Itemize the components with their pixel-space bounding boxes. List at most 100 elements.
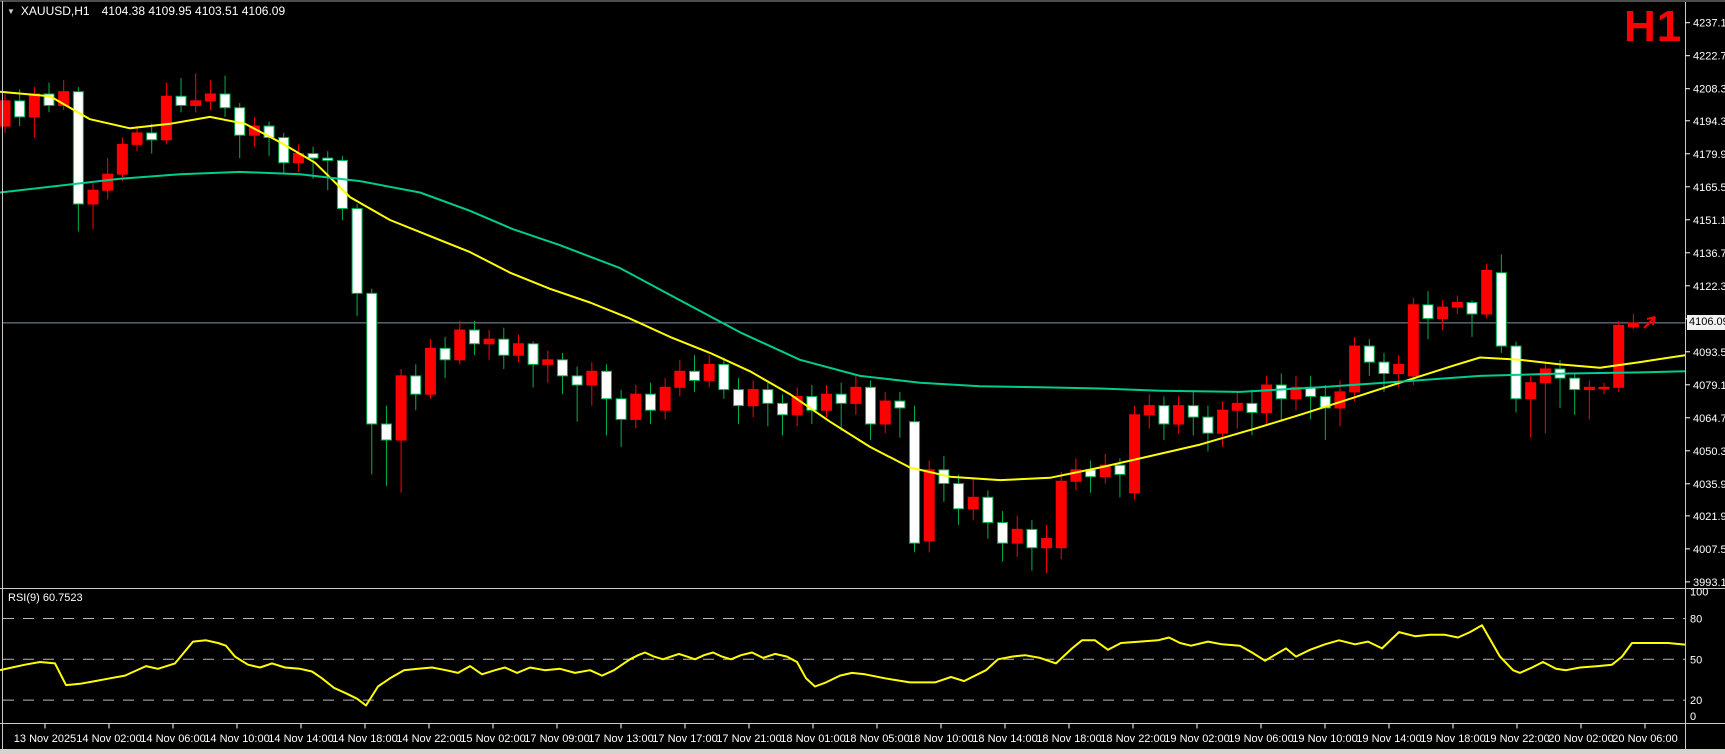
candle-body-down: [1495, 272, 1507, 347]
candle-body-up: [586, 370, 598, 386]
candle-body-down: [322, 157, 334, 161]
candle-body-up: [923, 469, 935, 542]
rsi-scale-label: 80: [1690, 614, 1702, 626]
candle-body-up: [28, 93, 40, 118]
candle-body-down: [307, 153, 319, 159]
candle-body-up: [630, 393, 642, 420]
candle-body-down: [1422, 304, 1434, 320]
price-axis-label: 4122.30: [1693, 281, 1725, 293]
price-axis-label: 4179.90: [1693, 149, 1725, 161]
time-axis-label: 19 Nov 22:00: [1484, 733, 1549, 745]
candle-body-down: [718, 363, 730, 391]
time-axis-label: 20 Nov 06:00: [1612, 733, 1677, 745]
candle-body-up: [58, 91, 70, 106]
candle-body-down: [468, 329, 480, 345]
buy-arrow-icon: [1643, 316, 1656, 329]
candle-body-down: [1319, 395, 1331, 409]
candle-body-up: [1627, 322, 1639, 328]
candle-body-up: [116, 143, 128, 175]
candle-body-down: [439, 347, 451, 361]
candle-body-down: [410, 375, 422, 395]
rsi-line: [0, 624, 1686, 707]
candle-body-down: [1378, 361, 1390, 375]
price-axis-label: 4222.70: [1693, 51, 1725, 63]
symbol-timeframe-label: XAUUSD,H1: [20, 4, 90, 18]
candle-body-up: [0, 100, 11, 127]
candle-body-up: [512, 343, 524, 356]
candle-body-down: [366, 292, 378, 425]
candle-body-down: [380, 423, 392, 441]
candle-body-down: [865, 386, 877, 425]
candle-body-up: [1598, 386, 1610, 390]
rsi-scale-label: 0: [1690, 711, 1696, 723]
candle-body-down: [263, 125, 275, 139]
time-axis-label: 19 Nov 14:00: [1356, 733, 1421, 745]
time-axis-label: 14 Nov 18:00: [332, 733, 397, 745]
time-axis-label: 20 Nov 02:00: [1548, 733, 1613, 745]
ma-fast-line: [0, 90, 1686, 482]
candle-body-up: [1407, 304, 1419, 377]
candle-body-down: [146, 132, 158, 141]
chevron-down-icon[interactable]: ▼: [7, 6, 15, 16]
candle-body-up: [395, 375, 407, 441]
chart-title-bar[interactable]: ▼ XAUUSD,H1 4104.38 4109.95 4103.51 4106…: [7, 4, 285, 18]
candle-body-down: [1202, 416, 1214, 434]
time-axis-label: 18 Nov 22:00: [1100, 733, 1165, 745]
time-axis-label: 19 Nov 06:00: [1228, 733, 1293, 745]
time-axis-label: 15 Nov 02:00: [460, 733, 525, 745]
price-axis-label: 4050.30: [1693, 446, 1725, 458]
candle-body-up: [1217, 409, 1229, 434]
candle-body-down: [688, 370, 700, 381]
candle-body-up: [1451, 302, 1463, 308]
candle-body-up: [850, 386, 862, 404]
candle-body-down: [556, 359, 568, 377]
candle-body-down: [527, 343, 539, 365]
candle-body-down: [953, 483, 965, 510]
candle-body-up: [190, 100, 202, 106]
rsi-indicator-label: RSI(9) 60.7523: [8, 592, 83, 604]
price-axis-label: 3993.10: [1693, 577, 1725, 589]
candle-body-down: [72, 91, 84, 205]
candle-body-down: [175, 95, 187, 106]
candle-body-up: [1437, 306, 1449, 320]
candle-body-down: [1510, 345, 1522, 400]
candle-body-down: [762, 389, 774, 404]
candle-body-down: [1026, 528, 1038, 549]
ohlc-values: 4104.38 4109.95 4103.51 4106.09: [101, 4, 286, 18]
candle-body-up: [454, 329, 466, 361]
candle-body-down: [1158, 405, 1170, 425]
candle-body-down: [777, 402, 789, 416]
candle-body-up: [131, 132, 143, 145]
time-axis-label: 19 Nov 18:00: [1420, 733, 1485, 745]
candle-body-down: [600, 370, 612, 400]
candle-body-up: [1055, 480, 1067, 549]
time-axis-label: 17 Nov 09:00: [524, 733, 589, 745]
candle-body-up: [1041, 538, 1053, 549]
candle-body-up: [674, 370, 686, 388]
time-axis-label: 18 Nov 01:00: [780, 733, 845, 745]
price-axis-label: 4079.10: [1693, 380, 1725, 392]
candle-body-down: [1466, 302, 1478, 315]
price-axis-label: 4021.90: [1693, 511, 1725, 523]
candle-body-down: [1275, 384, 1287, 400]
rsi-scale-label: 20: [1690, 695, 1702, 707]
candle-body-up: [821, 393, 833, 411]
candle-body-down: [733, 389, 744, 407]
time-axis-label: 13 Nov 2025: [14, 733, 76, 745]
time-axis-label: 14 Nov 06:00: [140, 733, 205, 745]
candle-body-down: [1187, 405, 1199, 418]
candle-body-up: [1583, 386, 1595, 391]
time-axis-label: 17 Nov 13:00: [588, 733, 653, 745]
candle-body-down: [351, 208, 363, 294]
candle-body-up: [1613, 324, 1625, 388]
candle-body-up: [1349, 345, 1361, 393]
candle-body-up: [1070, 469, 1082, 482]
candle-body-down: [1569, 377, 1581, 391]
price-axis-label: 4136.70: [1693, 248, 1725, 260]
candle-body-down: [1246, 402, 1258, 414]
candle-body-up: [879, 400, 891, 425]
candle-body-up: [791, 395, 803, 416]
price-axis-label: 4194.30: [1693, 116, 1725, 128]
